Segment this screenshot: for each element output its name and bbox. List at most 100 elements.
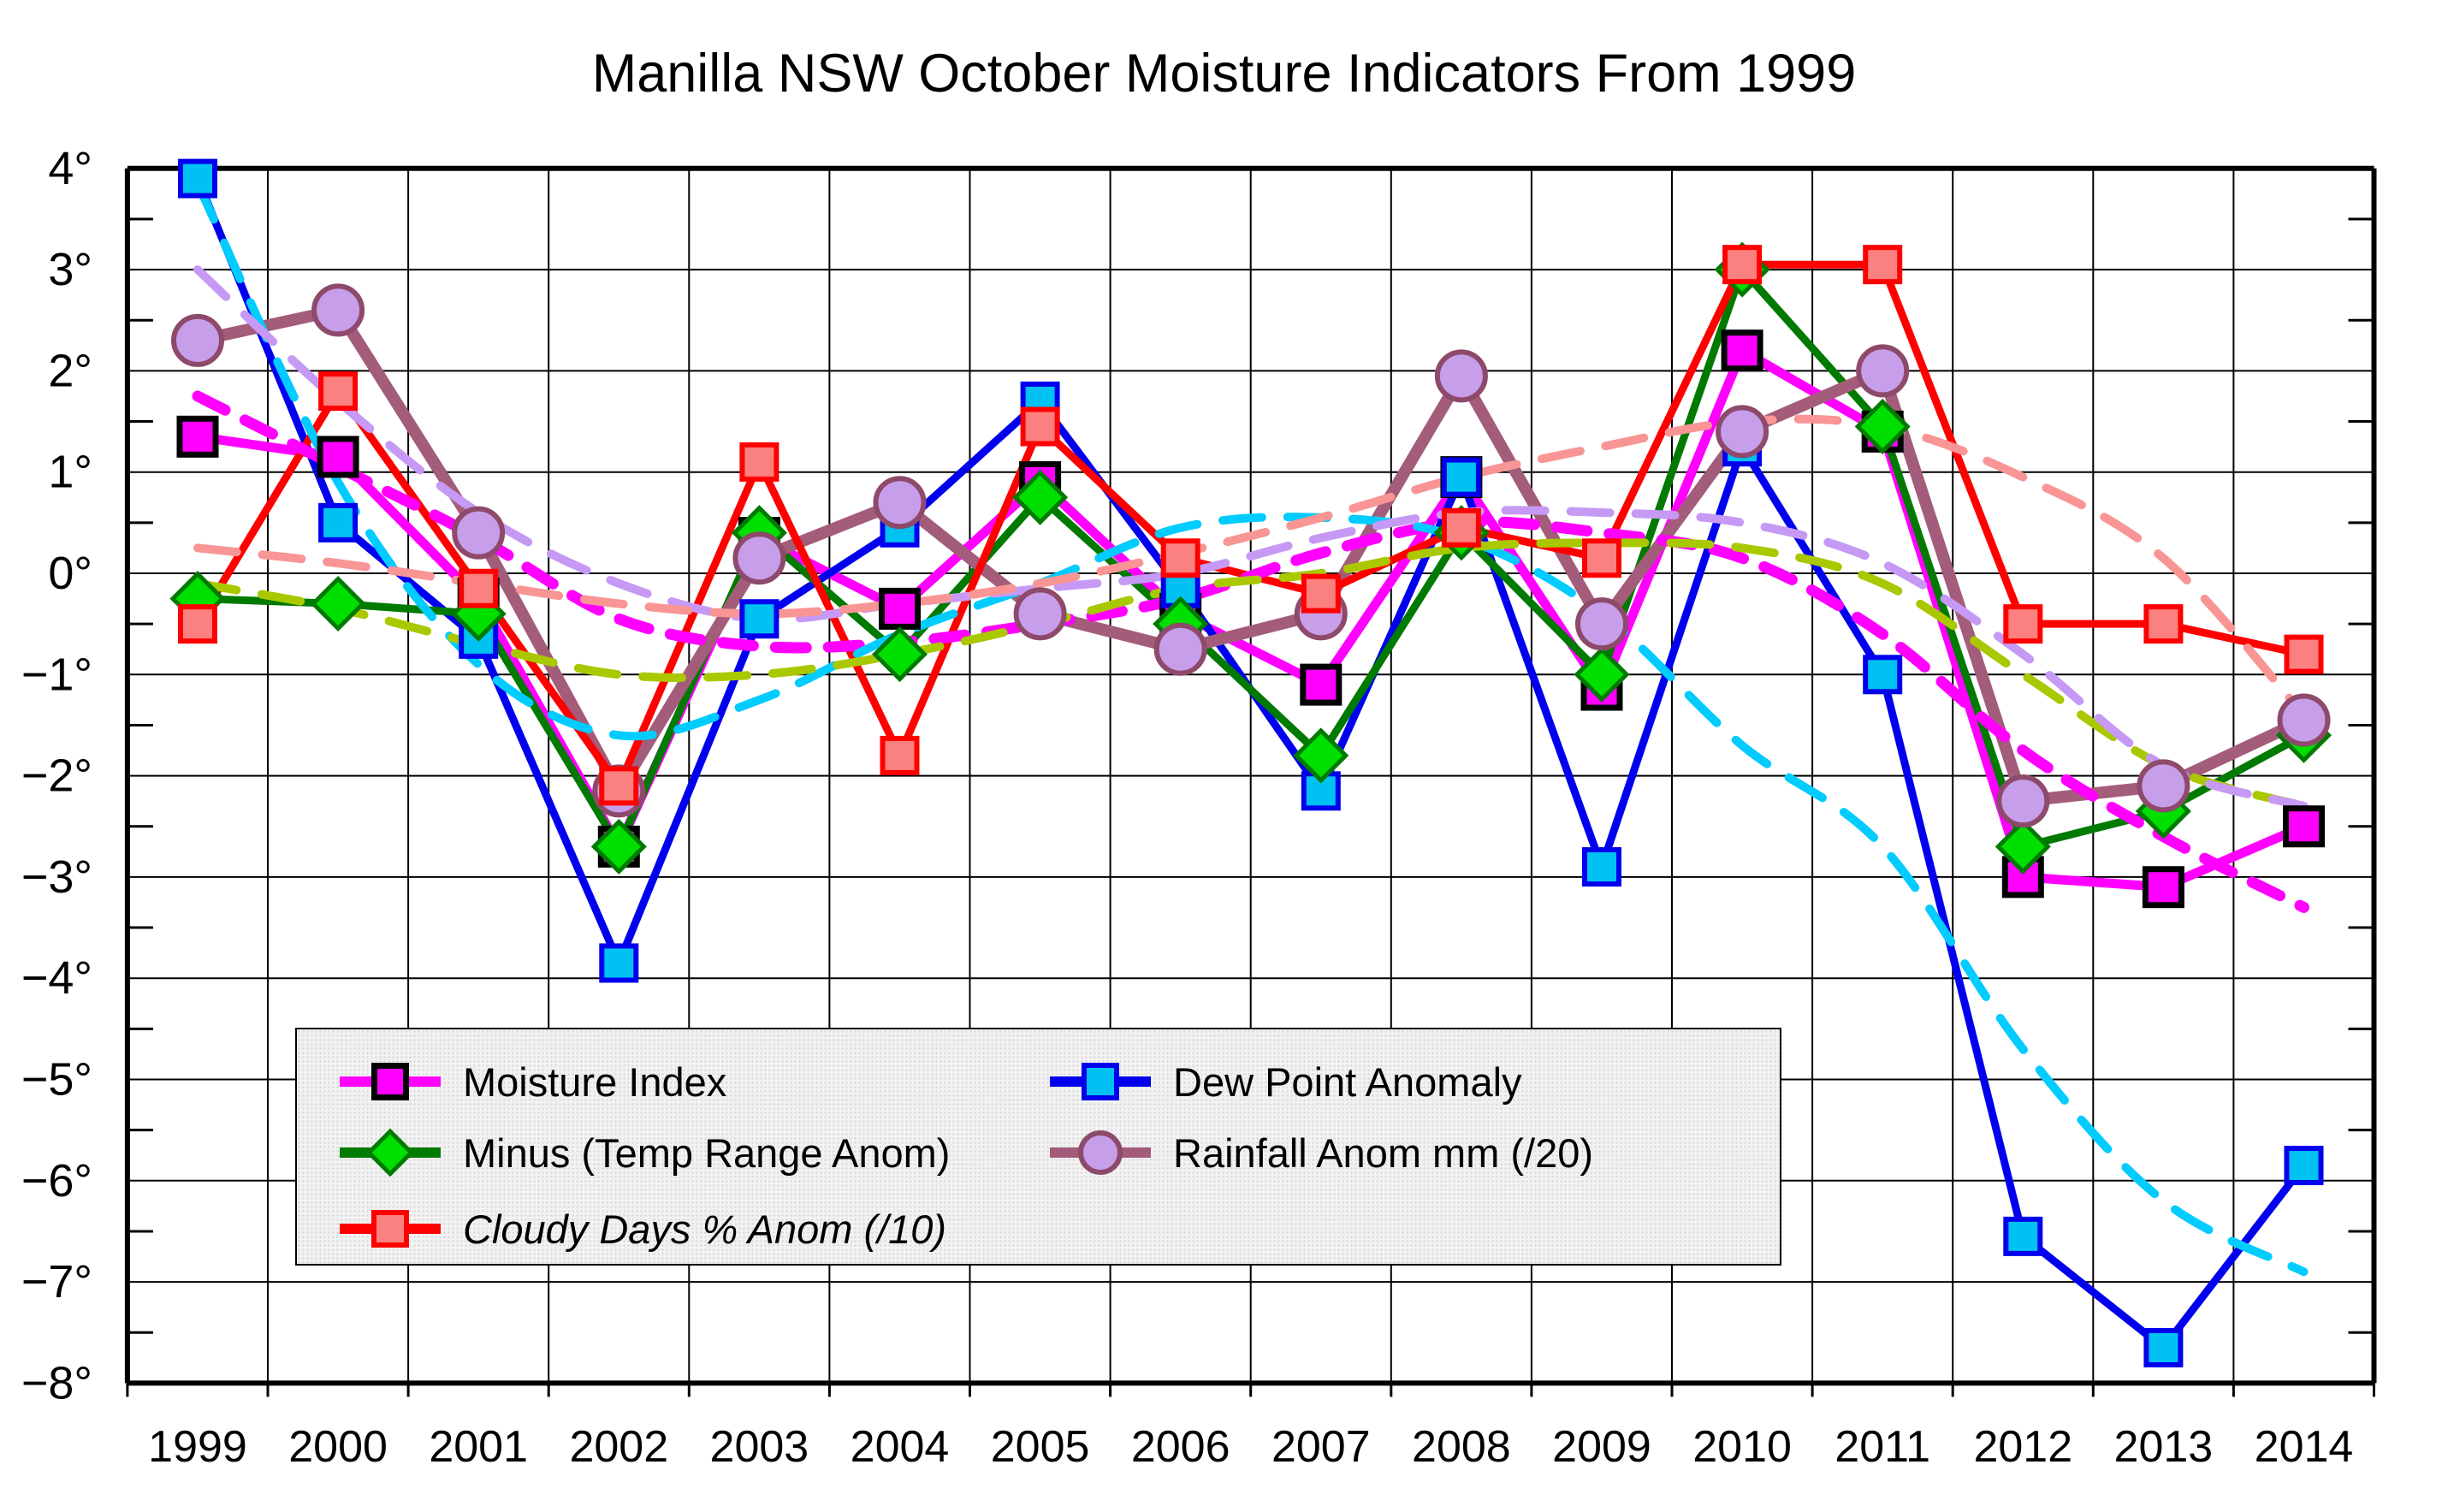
- x-tick-label-2013: 2013: [2114, 1422, 2214, 1472]
- marker-minus_temp_range-2009: [1574, 646, 1630, 703]
- y-tick-label: −3°: [21, 851, 92, 903]
- marker-cloudy_days-2009: [1582, 538, 1621, 578]
- marker-minus_temp_range-2000: [310, 575, 366, 632]
- y-tick-label: −8°: [21, 1357, 92, 1408]
- trendline-moisture_index: [192, 390, 2309, 913]
- marker-cloudy_days-2003: [739, 442, 779, 482]
- series-markers: [169, 158, 2332, 1367]
- x-tick-label-2008: 2008: [1412, 1422, 1511, 1472]
- marker-cloudy_days-2007: [1301, 573, 1341, 614]
- marker-cloudy_days-1999: [178, 604, 217, 644]
- y-tick-label: 3°: [48, 244, 92, 295]
- y-tick-label: 4°: [48, 143, 92, 194]
- x-tick-label-2014: 2014: [2255, 1422, 2354, 1472]
- axis-ticks: [126, 217, 2375, 1397]
- x-tick-label-2006: 2006: [1131, 1422, 1230, 1472]
- marker-dew_point-2012: [2003, 1216, 2043, 1256]
- legend-label-dew-point: Dew Point Anomaly: [1173, 1058, 1522, 1105]
- y-tick-label: −6°: [21, 1155, 92, 1207]
- marker-dew_point-2002: [599, 943, 639, 983]
- x-tick-label-2001: 2001: [429, 1422, 528, 1472]
- marker-rainfall_anom-2003: [732, 531, 786, 585]
- moisture-index-swatch-icon: [340, 1054, 441, 1109]
- marker-cloudy_days-2014: [2284, 634, 2324, 674]
- y-tick-label: −7°: [21, 1256, 92, 1307]
- x-tick-label-2010: 2010: [1692, 1422, 1792, 1472]
- y-tick-label: −5°: [21, 1054, 92, 1106]
- legend-label-rainfall-anom: Rainfall Anom mm (/20): [1173, 1130, 1594, 1176]
- marker-minus_temp_range-2005: [1012, 469, 1069, 525]
- trendlines: [192, 179, 2309, 1277]
- marker-cloudy_days-2012: [2003, 604, 2043, 644]
- marker-moisture_index-2014: [2283, 805, 2325, 848]
- marker-rainfall_anom-2011: [1856, 344, 1910, 398]
- x-tick-label-2004: 2004: [851, 1422, 950, 1472]
- marker-rainfall_anom-2009: [1575, 597, 1628, 651]
- y-tick-label: 2°: [48, 345, 92, 396]
- trendline-minus_temp_range: [193, 538, 2309, 811]
- dew-point-swatch-icon: [1050, 1054, 1151, 1109]
- marker-cloudy_days-2004: [880, 735, 920, 775]
- chart-title: Manilla NSW October Moisture Indicators …: [591, 44, 1857, 104]
- marker-dew_point-1999: [178, 158, 217, 199]
- marker-cloudy_days-2008: [1441, 507, 1481, 548]
- marker-moisture_index-2000: [317, 436, 359, 478]
- legend-label-moisture-index: Moisture Index: [463, 1058, 727, 1105]
- marker-moisture_index-2004: [879, 587, 921, 630]
- marker-dew_point-2008: [1441, 457, 1481, 497]
- y-tick-label: 0°: [48, 548, 92, 599]
- minus-temp-range-swatch-icon: [340, 1125, 441, 1180]
- marker-cloudy_days-2010: [1722, 245, 1763, 285]
- marker-cloudy_days-2011: [1863, 245, 1903, 285]
- marker-moisture_index-2007: [1300, 663, 1343, 706]
- marker-moisture_index-1999: [176, 415, 219, 458]
- marker-cloudy_days-2006: [1160, 538, 1200, 578]
- y-tick-label: −1°: [21, 649, 92, 700]
- x-tick-label-2005: 2005: [991, 1422, 1090, 1472]
- legend: Moisture Index Minus (Temp Range Anom) C…: [295, 1028, 1781, 1266]
- marker-rainfall_anom-2001: [452, 506, 506, 560]
- marker-minus_temp_range-2002: [590, 818, 647, 875]
- marker-rainfall_anom-2014: [2277, 693, 2331, 747]
- marker-dew_point-2014: [2284, 1146, 2324, 1186]
- y-axis-labels: 4° 3° 2° 1° 0° −1° −2° −3° −4° −5° −6° −7° −8°: [21, 143, 92, 1409]
- x-tick-label-2007: 2007: [1271, 1422, 1371, 1472]
- x-tick-label-2012: 2012: [1973, 1422, 2072, 1472]
- rainfall-anom-swatch-icon: [1050, 1125, 1151, 1180]
- x-axis-labels: 1999 2000 2001 2002 2003 2004 2005 2006 2007 2008…: [148, 1422, 2353, 1472]
- marker-cloudy_days-2005: [1020, 406, 1060, 447]
- marker-cloudy_days-2013: [2143, 604, 2184, 644]
- marker-rainfall_anom-2012: [1996, 774, 2050, 828]
- legend-item-cloudy-days: Cloudy Days % Anom (/10): [340, 1201, 946, 1256]
- marker-cloudy_days-2001: [459, 568, 499, 608]
- marker-cloudy_days-2002: [599, 766, 639, 806]
- series-lines: [192, 175, 2310, 1352]
- marker-dew_point-2000: [318, 502, 359, 543]
- marker-dew_point-2013: [2143, 1327, 2184, 1367]
- x-tick-label-2011: 2011: [1835, 1422, 1930, 1472]
- markers-cloudy_days: [178, 245, 2324, 806]
- marker-rainfall_anom-2004: [873, 476, 927, 530]
- trendline-rainfall_anom: [193, 265, 2309, 811]
- marker-rainfall_anom-2008: [1434, 349, 1488, 403]
- x-tick-label-2003: 2003: [710, 1422, 809, 1472]
- marker-minus_temp_range-2011: [1854, 398, 1911, 455]
- trendline-dew_point: [193, 179, 2309, 1277]
- marker-moisture_index-2013: [2142, 866, 2184, 909]
- y-tick-label: −2°: [21, 750, 92, 802]
- trendline-cloudy_days: [193, 414, 2309, 720]
- y-tick-label: 1°: [48, 447, 92, 498]
- x-tick-label-2000: 2000: [288, 1422, 388, 1472]
- legend-item-moisture-index: Moisture Index: [340, 1054, 726, 1109]
- marker-minus_temp_range-2007: [1293, 727, 1349, 784]
- marker-minus_temp_range-2004: [871, 626, 928, 683]
- marker-cloudy_days-2000: [318, 371, 359, 412]
- legend-label-cloudy-days: Cloudy Days % Anom (/10): [463, 1206, 947, 1252]
- legend-item-minus-temp-range: Minus (Temp Range Anom): [340, 1125, 950, 1180]
- marker-dew_point-2003: [739, 599, 779, 639]
- marker-moisture_index-2010: [1721, 329, 1763, 372]
- y-tick-label: −4°: [21, 952, 92, 1004]
- line-minus_temp_range: [193, 265, 2308, 851]
